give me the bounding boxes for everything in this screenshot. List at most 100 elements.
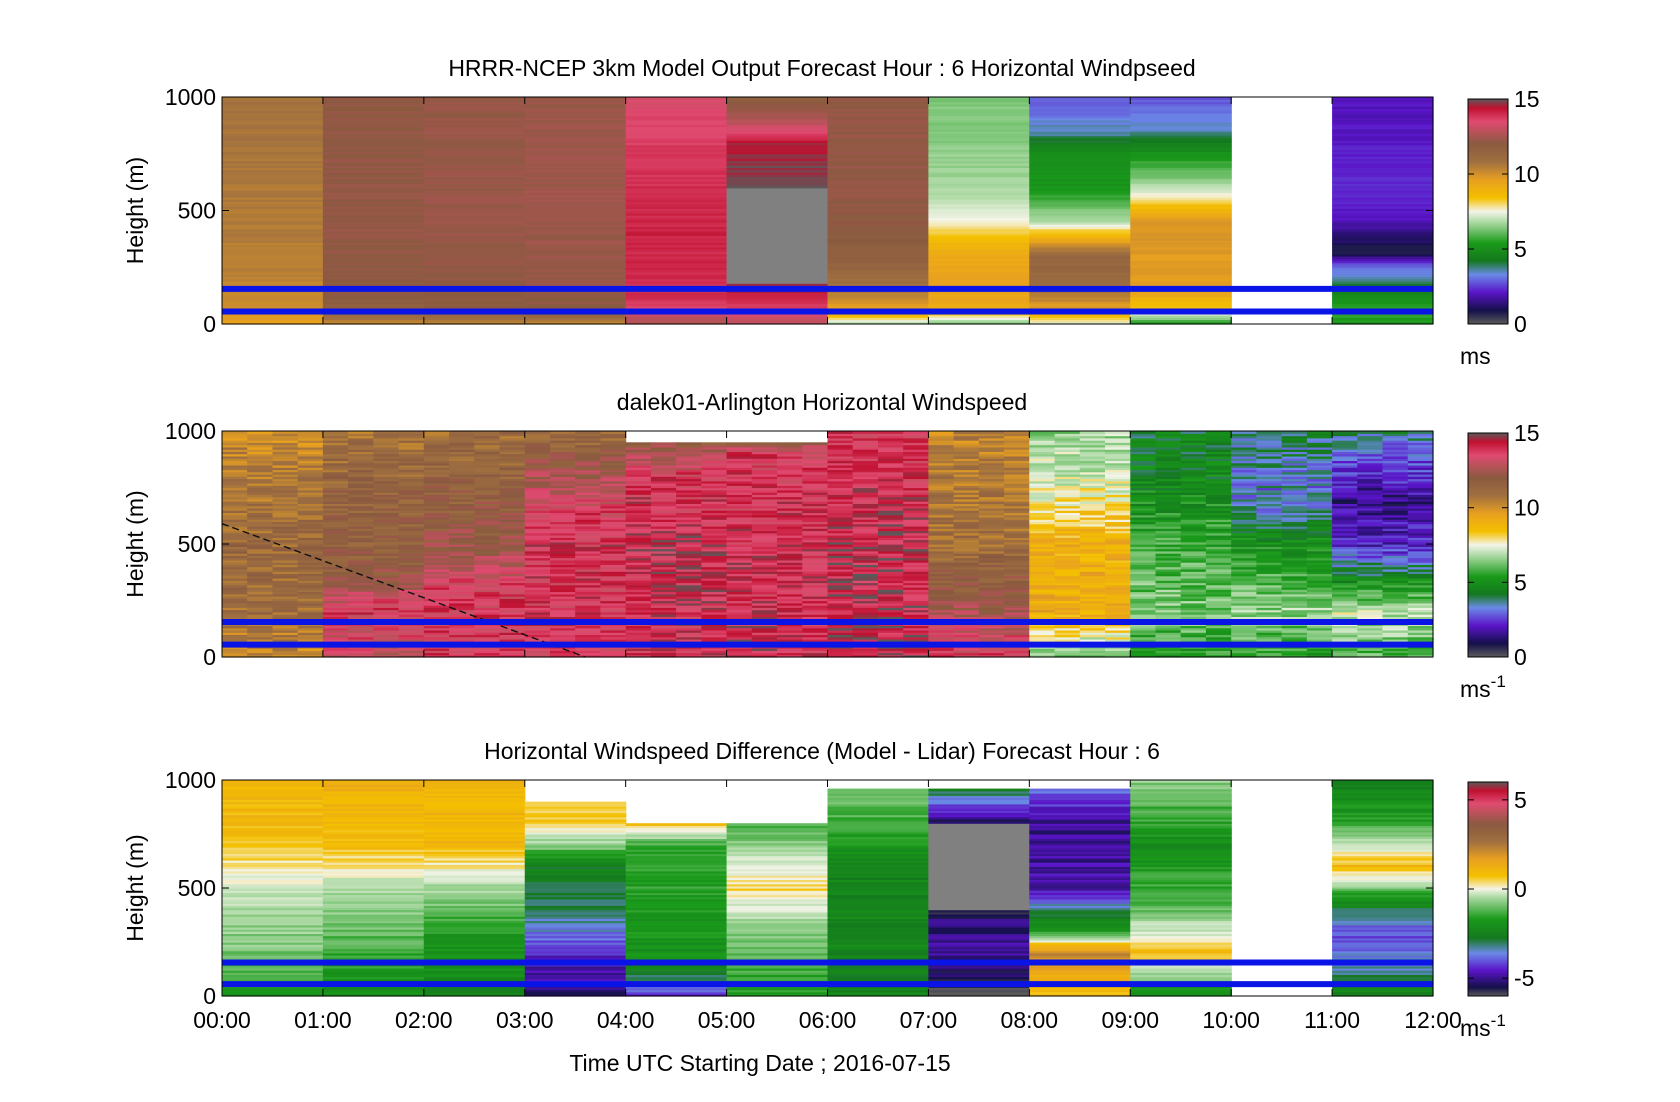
heatmap-cell bbox=[524, 512, 551, 516]
heatmap-cell bbox=[676, 480, 702, 484]
heatmap-cell bbox=[247, 548, 273, 552]
heatmap-cell bbox=[777, 605, 803, 608]
heatmap-cell bbox=[726, 185, 829, 189]
heatmap-cell bbox=[222, 149, 324, 153]
heatmap-cell bbox=[827, 103, 929, 107]
heatmap-cell bbox=[272, 437, 299, 441]
heatmap-cell bbox=[1130, 614, 1157, 617]
heatmap-cell bbox=[1029, 514, 1056, 518]
heatmap-cell bbox=[1130, 303, 1232, 307]
heatmap-cell bbox=[398, 580, 425, 584]
heatmap-cell bbox=[1054, 494, 1081, 498]
heatmap-cell bbox=[676, 462, 702, 466]
heatmap-cell bbox=[423, 437, 450, 441]
heatmap-cell bbox=[1155, 455, 1182, 459]
heatmap-cell bbox=[1004, 435, 1030, 439]
heatmap-cell bbox=[423, 167, 526, 171]
heatmap-cell bbox=[953, 437, 980, 441]
heatmap-cell bbox=[600, 541, 627, 545]
heatmap-cell bbox=[1332, 274, 1434, 277]
heatmap-cell bbox=[1054, 550, 1081, 554]
heatmap-cell bbox=[348, 492, 374, 495]
heatmap-cell bbox=[1130, 616, 1157, 620]
heatmap-cell bbox=[701, 514, 728, 518]
heatmap-cell bbox=[1332, 255, 1434, 259]
heatmap-cell bbox=[348, 510, 374, 513]
heatmap-cell bbox=[751, 489, 778, 493]
heatmap-cell bbox=[1155, 440, 1182, 443]
heatmap-cell bbox=[625, 244, 728, 248]
heatmap-cell bbox=[423, 260, 526, 264]
heatmap-cell bbox=[373, 634, 400, 638]
heatmap-cell bbox=[1130, 292, 1232, 296]
heatmap-cell bbox=[1130, 516, 1157, 520]
heatmap-cell bbox=[600, 437, 627, 441]
heatmap-cell bbox=[726, 126, 829, 130]
y-tick-label: 1000 bbox=[165, 84, 216, 110]
heatmap-cell bbox=[322, 126, 425, 130]
heatmap-cell bbox=[348, 449, 374, 452]
heatmap-cell bbox=[1004, 507, 1030, 511]
heatmap-cell bbox=[297, 611, 324, 615]
heatmap-cell bbox=[297, 548, 324, 552]
heatmap-cell bbox=[322, 562, 349, 565]
heatmap-cell bbox=[373, 638, 400, 642]
heatmap-cell bbox=[373, 485, 400, 489]
heatmap-cell bbox=[1079, 530, 1106, 534]
heatmap-cell bbox=[701, 650, 728, 654]
heatmap-cell bbox=[575, 496, 601, 500]
heatmap-cell bbox=[726, 555, 753, 559]
heatmap-cell bbox=[978, 485, 1005, 489]
heatmap-cell bbox=[423, 478, 450, 482]
heatmap-cell bbox=[348, 462, 374, 466]
heatmap-cell bbox=[676, 446, 702, 450]
heatmap-cell bbox=[575, 591, 601, 595]
heatmap-cell bbox=[1105, 473, 1131, 477]
heatmap-cell bbox=[751, 650, 778, 654]
heatmap-cell bbox=[751, 519, 778, 522]
heatmap-cell bbox=[1155, 616, 1182, 620]
heatmap-cell bbox=[1029, 194, 1131, 198]
heatmap-cell bbox=[247, 489, 273, 493]
heatmap-cell bbox=[272, 591, 299, 595]
heatmap-cell bbox=[272, 476, 299, 480]
heatmap-cell bbox=[247, 591, 273, 595]
heatmap-cell bbox=[928, 233, 1030, 237]
heatmap-cell bbox=[625, 476, 652, 480]
heatmap-cell bbox=[827, 507, 854, 511]
heatmap-cell bbox=[499, 519, 526, 522]
heatmap-cell bbox=[1004, 616, 1030, 620]
heatmap-cell bbox=[978, 460, 1005, 464]
heatmap-cell bbox=[852, 616, 879, 620]
heatmap-cell bbox=[878, 638, 904, 642]
heatmap-cell bbox=[373, 455, 400, 459]
heatmap-cell bbox=[726, 553, 753, 556]
heatmap-cell bbox=[953, 539, 980, 543]
heatmap-cell bbox=[247, 557, 273, 561]
heatmap-cell bbox=[524, 462, 551, 466]
heatmap-cell bbox=[222, 140, 324, 143]
heatmap-cell bbox=[827, 473, 854, 477]
heatmap-cell bbox=[423, 435, 450, 439]
heatmap-cell bbox=[878, 505, 904, 509]
heatmap-cell bbox=[272, 548, 299, 552]
heatmap-cell bbox=[802, 519, 829, 522]
heatmap-cell bbox=[625, 167, 728, 171]
heatmap-cell bbox=[953, 654, 980, 658]
heatmap-cell bbox=[322, 584, 349, 588]
heatmap-cell bbox=[928, 201, 1030, 205]
heatmap-cell bbox=[1029, 103, 1131, 107]
heatmap-cell bbox=[1029, 226, 1131, 230]
heatmap-cell bbox=[499, 611, 526, 615]
heatmap-cell bbox=[398, 609, 425, 613]
heatmap-cell bbox=[777, 627, 803, 631]
heatmap-cell bbox=[600, 532, 627, 536]
heatmap-cell bbox=[1079, 516, 1106, 520]
heatmap-cell bbox=[550, 523, 576, 527]
heatmap-cell bbox=[322, 577, 349, 581]
heatmap-cell bbox=[524, 181, 627, 184]
heatmap-cell bbox=[777, 607, 803, 611]
heatmap-cell bbox=[1029, 321, 1131, 325]
heatmap-cell bbox=[852, 525, 879, 529]
heatmap-cell bbox=[322, 106, 425, 109]
